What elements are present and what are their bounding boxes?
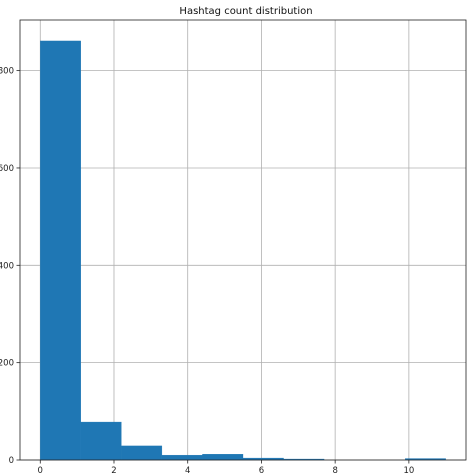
axes: 0 2 4 6 8 10 0 200 400 600 800 — [0, 19, 467, 475]
histogram-bar — [202, 454, 244, 461]
histogram-bar — [121, 445, 163, 461]
x-tick-label: 10 — [403, 466, 414, 475]
histogram-bar — [40, 40, 81, 461]
chart-title: Hashtag count distribution — [179, 6, 312, 17]
y-tick-label: 600 — [0, 164, 14, 174]
y-tick-label: 400 — [0, 261, 14, 271]
x-tick-label: 8 — [332, 466, 337, 475]
grid — [20, 20, 466, 461]
histogram-bar — [161, 454, 203, 461]
bars — [40, 40, 446, 461]
histogram-bar — [80, 421, 122, 461]
x-tick-label: 6 — [259, 466, 264, 475]
y-tick-label: 0 — [9, 456, 14, 466]
x-tick-label: 0 — [38, 466, 43, 475]
plot-frame — [19, 19, 467, 461]
x-tick-label: 4 — [185, 466, 190, 475]
y-tick-label: 200 — [0, 359, 14, 369]
x-tick-label: 2 — [111, 466, 116, 475]
y-tick-label: 800 — [0, 67, 14, 77]
